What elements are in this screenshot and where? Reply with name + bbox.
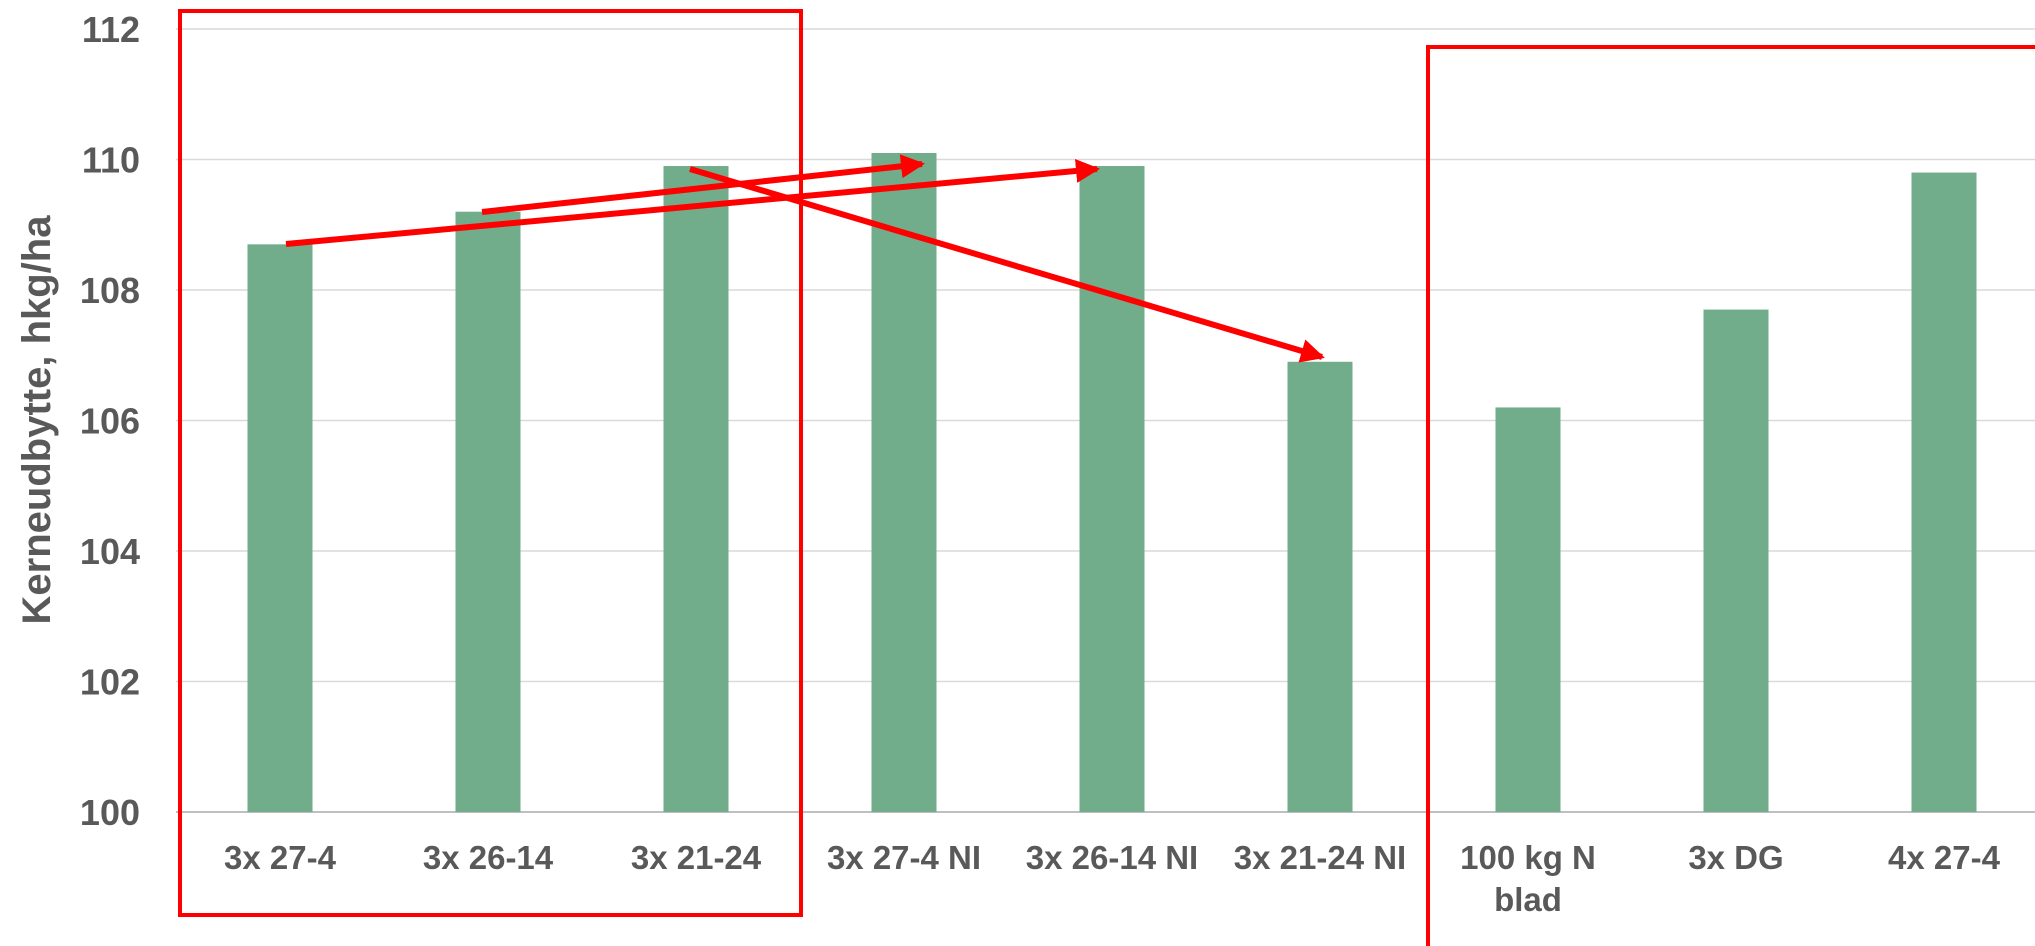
highlight-box — [178, 9, 803, 917]
y-tick-label: 106 — [80, 401, 140, 442]
bar — [455, 211, 521, 812]
y-tick-label: 100 — [80, 792, 140, 833]
x-category-label: 3x 21-24 — [631, 839, 762, 876]
x-category-label: 3x 27-4 NI — [827, 839, 981, 876]
bar — [247, 244, 313, 812]
x-axis-categories: 3x 27-4 3x 26-14 3x 21-24 3x 27-4 NI 3x 26-1… — [224, 839, 2001, 918]
y-axis-title: Kerneudbytte, hkg/ha — [15, 215, 59, 625]
annotations — [178, 9, 2035, 946]
x-category-label: 3x 26-14 NI — [1026, 839, 1198, 876]
trend-arrow — [689, 166, 1325, 363]
y-tick-label: 112 — [82, 9, 140, 50]
bar — [1703, 309, 1769, 812]
y-tick-label: 102 — [80, 662, 140, 703]
y-tick-label: 108 — [80, 270, 140, 311]
bar — [1079, 166, 1145, 812]
trend-arrow — [481, 154, 925, 215]
trend-arrow — [285, 158, 1100, 247]
bar — [871, 152, 937, 813]
bar — [663, 166, 729, 812]
bar — [1287, 361, 1353, 812]
bar — [1911, 172, 1977, 813]
bar — [1495, 407, 1561, 812]
y-axis-ticks: 100 102 104 106 108 110 112 — [80, 9, 140, 833]
y-tick-label: 110 — [82, 140, 140, 181]
bars — [247, 152, 1977, 813]
highlight-box — [1426, 45, 2035, 946]
x-category-label: 3x 21-24 NI — [1234, 839, 1406, 876]
x-category-label: 4x 27-4 — [1888, 839, 2001, 876]
x-category-label: 3x 26-14 — [423, 839, 554, 876]
y-tick-label: 104 — [80, 531, 140, 572]
x-category-label: 3x DG — [1688, 839, 1783, 876]
x-category-label: 3x 27-4 — [224, 839, 337, 876]
